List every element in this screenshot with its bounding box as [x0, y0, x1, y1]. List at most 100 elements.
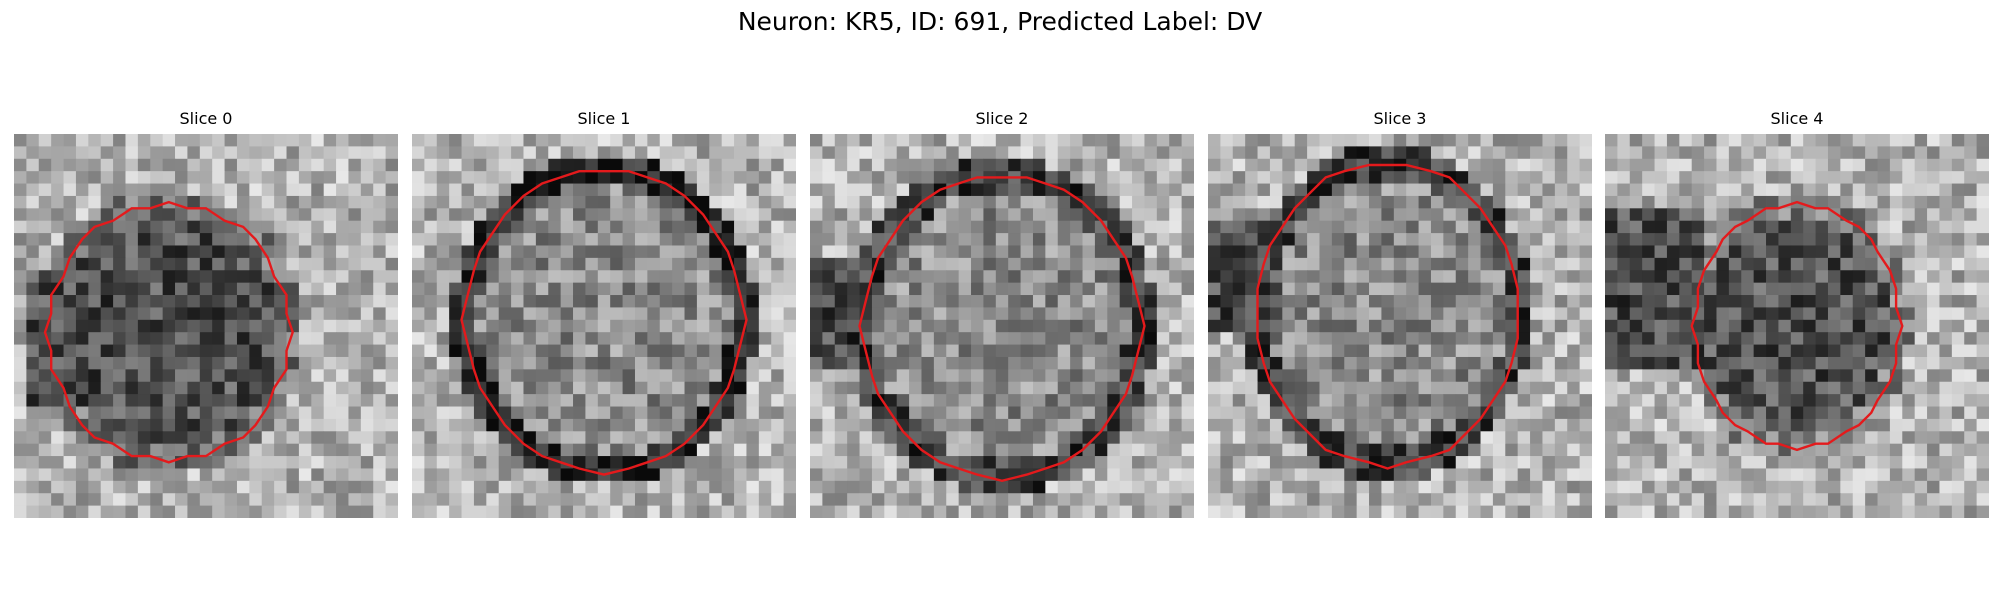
image-pixel — [696, 480, 710, 494]
image-pixel — [1393, 369, 1407, 383]
image-pixel — [884, 493, 898, 507]
image-pixel — [1852, 233, 1866, 246]
image-pixel — [783, 418, 796, 432]
image-pixel — [261, 295, 275, 308]
image-pixel — [286, 480, 300, 494]
image-pixel — [909, 468, 922, 482]
image-pixel — [721, 158, 735, 172]
image-pixel — [1020, 257, 1034, 271]
image-pixel — [187, 208, 201, 222]
image-pixel — [610, 270, 623, 284]
image-pixel — [847, 418, 860, 432]
image-pixel — [1902, 381, 1916, 395]
image-pixel — [412, 381, 425, 395]
image-pixel — [38, 158, 52, 172]
image-pixel — [696, 505, 710, 518]
image-pixel — [771, 431, 785, 445]
image-pixel — [323, 369, 337, 383]
image-pixel — [1107, 369, 1121, 383]
image-pixel — [511, 480, 524, 494]
image-pixel — [696, 134, 710, 147]
image-pixel — [1815, 158, 1829, 172]
image-pixel — [1679, 505, 1693, 518]
image-pixel — [348, 493, 362, 507]
image-pixel — [199, 282, 213, 296]
image-pixel — [187, 158, 201, 172]
image-pixel — [1964, 245, 1978, 259]
image-pixel — [1381, 220, 1395, 234]
image-pixel — [896, 332, 910, 345]
image-pixel — [348, 233, 362, 246]
image-pixel — [1381, 356, 1395, 370]
image-pixel — [1020, 282, 1034, 296]
image-pixel — [1852, 431, 1866, 445]
image-pixel — [212, 171, 225, 184]
image-pixel — [336, 394, 349, 407]
image-pixel — [523, 220, 537, 234]
image-pixel — [1492, 307, 1506, 321]
image-pixel — [1728, 134, 1742, 147]
image-pixel — [647, 195, 661, 209]
image-pixel — [1045, 369, 1059, 383]
image-pixel — [1617, 443, 1631, 457]
image-pixel — [1443, 307, 1457, 321]
image-pixel — [1976, 505, 1989, 518]
image-pixel — [311, 332, 325, 345]
image-pixel — [610, 233, 623, 246]
image-pixel — [1815, 208, 1829, 222]
image-pixel — [1057, 332, 1071, 345]
image-pixel — [311, 418, 325, 432]
image-pixel — [995, 381, 1009, 395]
image-pixel — [88, 171, 102, 184]
image-pixel — [1852, 394, 1866, 407]
image-pixel — [1144, 257, 1158, 271]
image-pixel — [1840, 270, 1854, 284]
image-pixel — [1716, 332, 1730, 345]
image-pixel — [1579, 245, 1592, 259]
image-pixel — [597, 480, 611, 494]
image-pixel — [1530, 171, 1543, 184]
image-pixel — [672, 245, 685, 259]
image-pixel — [672, 257, 685, 271]
image-pixel — [1964, 270, 1978, 284]
image-pixel — [311, 233, 325, 246]
image-pixel — [1245, 171, 1258, 184]
image-pixel — [1331, 158, 1345, 172]
image-pixel — [113, 195, 126, 209]
image-pixel — [1716, 418, 1730, 432]
image-pixel — [535, 468, 549, 482]
image-pixel — [1840, 369, 1854, 383]
image-pixel — [1282, 195, 1296, 209]
image-pixel — [75, 456, 89, 469]
image-pixel — [212, 505, 225, 518]
image-pixel — [734, 208, 747, 222]
image-pixel — [585, 171, 599, 184]
image-pixel — [249, 431, 263, 445]
image-pixel — [548, 183, 562, 197]
image-pixel — [834, 319, 848, 333]
image-pixel — [1666, 480, 1680, 494]
image-pixel — [1418, 134, 1432, 147]
image-pixel — [1057, 158, 1071, 172]
image-pixel — [373, 344, 387, 358]
image-pixel — [14, 468, 27, 482]
image-pixel — [758, 344, 772, 358]
image-pixel — [412, 456, 425, 469]
image-pixel — [871, 270, 885, 284]
image-pixel — [1169, 319, 1183, 333]
image-pixel — [1629, 480, 1643, 494]
image-pixel — [1169, 344, 1183, 358]
image-pixel — [274, 319, 287, 333]
image-pixel — [1517, 307, 1531, 321]
image-pixel — [162, 220, 176, 234]
image-pixel — [286, 344, 300, 358]
image-pixel — [1156, 369, 1170, 383]
image-pixel — [1443, 183, 1457, 197]
image-pixel — [100, 418, 114, 432]
image-pixel — [1704, 270, 1717, 284]
image-pixel — [1119, 431, 1133, 445]
image-pixel — [1282, 270, 1296, 284]
image-pixel — [162, 332, 176, 345]
image-pixel — [1057, 406, 1071, 420]
image-pixel — [274, 158, 287, 172]
